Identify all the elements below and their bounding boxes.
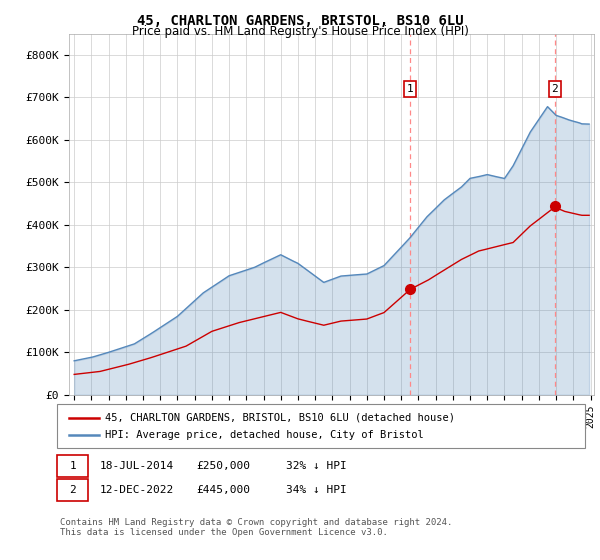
Text: £445,000: £445,000 bbox=[196, 485, 250, 495]
Text: Price paid vs. HM Land Registry's House Price Index (HPI): Price paid vs. HM Land Registry's House … bbox=[131, 25, 469, 38]
Text: Contains HM Land Registry data © Crown copyright and database right 2024.
This d: Contains HM Land Registry data © Crown c… bbox=[60, 518, 452, 538]
Text: 2: 2 bbox=[69, 485, 76, 495]
Text: 1: 1 bbox=[69, 461, 76, 471]
Text: 45, CHARLTON GARDENS, BRISTOL, BS10 6LU: 45, CHARLTON GARDENS, BRISTOL, BS10 6LU bbox=[137, 14, 463, 28]
Text: 1: 1 bbox=[406, 84, 413, 94]
Text: 34% ↓ HPI: 34% ↓ HPI bbox=[286, 485, 347, 495]
Text: 18-JUL-2014: 18-JUL-2014 bbox=[100, 461, 175, 471]
Text: £250,000: £250,000 bbox=[196, 461, 250, 471]
Text: 2: 2 bbox=[551, 84, 558, 94]
Text: 32% ↓ HPI: 32% ↓ HPI bbox=[286, 461, 347, 471]
Text: 45, CHARLTON GARDENS, BRISTOL, BS10 6LU (detached house): 45, CHARLTON GARDENS, BRISTOL, BS10 6LU … bbox=[105, 413, 455, 423]
Text: HPI: Average price, detached house, City of Bristol: HPI: Average price, detached house, City… bbox=[105, 430, 424, 440]
Text: 12-DEC-2022: 12-DEC-2022 bbox=[100, 485, 175, 495]
